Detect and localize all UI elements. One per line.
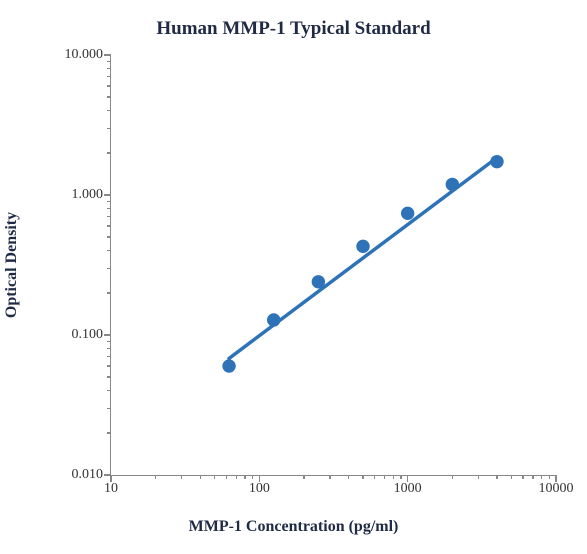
x-tick-minor — [181, 475, 182, 479]
x-tick-minor — [329, 475, 330, 479]
x-tick-minor — [244, 475, 245, 479]
y-tick-minor — [107, 292, 111, 293]
x-tick-minor — [478, 475, 479, 479]
y-tick-minor — [107, 341, 111, 342]
y-tick-minor — [107, 348, 111, 349]
x-tick-major — [259, 475, 260, 482]
data-point — [312, 276, 324, 288]
x-tick-minor — [374, 475, 375, 479]
chart-svg — [111, 55, 556, 475]
y-tick-minor — [107, 356, 111, 357]
y-tick-minor — [107, 225, 111, 226]
y-tick-minor — [107, 128, 111, 129]
y-tick-minor — [107, 432, 111, 433]
y-tick-minor — [107, 68, 111, 69]
x-tick-minor — [452, 475, 453, 479]
y-tick-major — [104, 334, 111, 335]
x-tick-minor — [384, 475, 385, 479]
y-tick-minor — [107, 376, 111, 377]
x-tick-minor — [362, 475, 363, 479]
y-tick-minor — [107, 76, 111, 77]
y-tick-minor — [107, 216, 111, 217]
y-tick-minor — [107, 110, 111, 111]
y-tick-major — [104, 194, 111, 195]
x-tick-minor — [532, 475, 533, 479]
x-tick-minor — [522, 475, 523, 479]
x-tick-minor — [226, 475, 227, 479]
x-tick-minor — [549, 475, 550, 479]
x-tick-minor — [303, 475, 304, 479]
y-tick-minor — [107, 365, 111, 366]
data-point — [491, 155, 503, 167]
data-point — [357, 240, 369, 252]
chart-container: Human MMP-1 Typical Standard Optical Den… — [0, 0, 587, 554]
y-tick-minor — [107, 201, 111, 202]
x-tick-minor — [496, 475, 497, 479]
x-tick-minor — [155, 475, 156, 479]
x-tick-minor — [400, 475, 401, 479]
y-tick-minor — [107, 61, 111, 62]
x-tick-minor — [393, 475, 394, 479]
x-axis-label: MMP-1 Concentration (pg/ml) — [0, 518, 587, 536]
x-tick-minor — [214, 475, 215, 479]
chart-title: Human MMP-1 Typical Standard — [0, 18, 587, 40]
y-tick-minor — [107, 390, 111, 391]
y-tick-minor — [107, 96, 111, 97]
y-tick-minor — [107, 152, 111, 153]
x-tick-major — [407, 475, 408, 482]
y-tick-minor — [107, 236, 111, 237]
data-point — [223, 360, 235, 372]
x-tick-minor — [200, 475, 201, 479]
y-tick-minor — [107, 268, 111, 269]
x-tick-major — [555, 475, 556, 482]
x-tick-minor — [511, 475, 512, 479]
data-point — [446, 178, 458, 190]
y-tick-minor — [107, 85, 111, 86]
data-point — [401, 207, 413, 219]
y-tick-minor — [107, 408, 111, 409]
x-tick-minor — [541, 475, 542, 479]
plot-area: 0.0100.1001.00010.00010100100010000 — [110, 55, 556, 476]
x-tick-minor — [348, 475, 349, 479]
x-tick-minor — [252, 475, 253, 479]
y-tick-minor — [107, 208, 111, 209]
x-tick-major — [110, 475, 111, 482]
y-tick-major — [104, 54, 111, 55]
data-point — [268, 314, 280, 326]
y-tick-minor — [107, 250, 111, 251]
y-axis-label: Optical Density — [3, 212, 21, 318]
x-tick-minor — [236, 475, 237, 479]
